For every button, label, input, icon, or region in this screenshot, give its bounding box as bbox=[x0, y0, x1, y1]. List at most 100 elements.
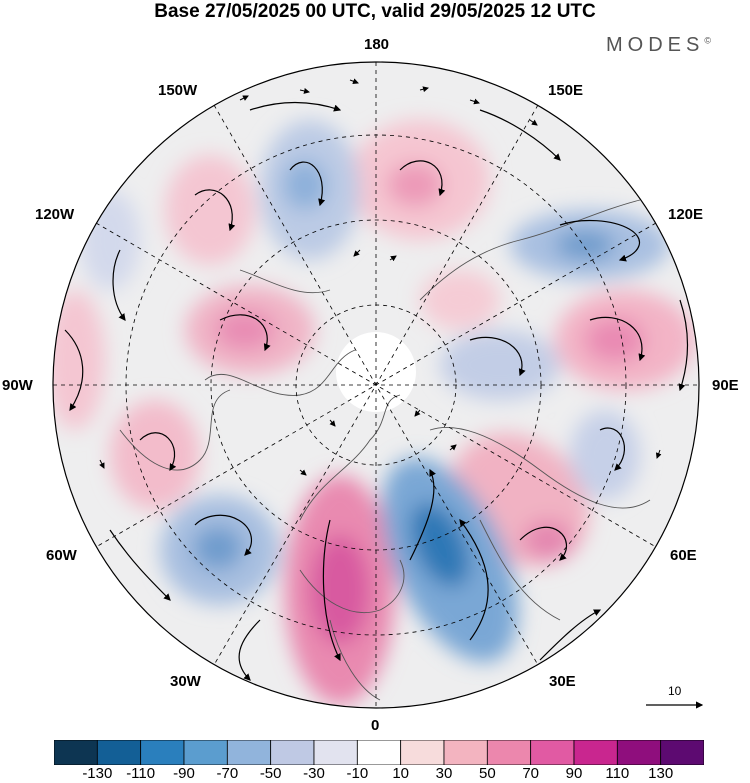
streamline bbox=[469, 336, 526, 377]
colorbar-tick-label: 30 bbox=[435, 765, 453, 782]
colorbar-swatch bbox=[313, 740, 358, 765]
streamline bbox=[559, 219, 641, 262]
anomaly-negative-lobe bbox=[283, 160, 327, 210]
lon-label-150e: 150E bbox=[548, 82, 584, 99]
streamline bbox=[139, 432, 177, 472]
colorbar bbox=[54, 740, 704, 765]
colorbar-swatch bbox=[226, 740, 272, 765]
colorbar-swatch bbox=[140, 740, 185, 765]
lon-label-150w: 150W bbox=[158, 82, 198, 99]
wind-vector bbox=[389, 255, 397, 262]
lon-label-90w: 90W bbox=[2, 377, 33, 394]
streamline bbox=[112, 249, 126, 321]
anomaly-negative-lobe bbox=[440, 330, 560, 400]
wind-vector bbox=[329, 419, 336, 427]
streamline bbox=[64, 329, 84, 411]
anomaly-negative-lobe bbox=[555, 230, 615, 260]
pole-region bbox=[336, 332, 416, 412]
colorbar-swatch bbox=[660, 740, 704, 765]
anomaly-field bbox=[53, 62, 699, 708]
copyright-mark: © bbox=[704, 35, 711, 46]
lon-label-0: 0 bbox=[371, 717, 380, 734]
wind-streamlines bbox=[64, 101, 689, 681]
anomaly-positive-lobe bbox=[215, 310, 275, 350]
map-boundary bbox=[52, 61, 700, 709]
colorbar-swatch bbox=[270, 740, 315, 765]
anomaly-positive-lobe bbox=[53, 290, 105, 430]
graticule bbox=[53, 62, 699, 708]
streamline bbox=[589, 316, 646, 362]
lon-label-30e: 30E bbox=[549, 673, 576, 690]
streamline bbox=[678, 299, 689, 392]
wind-vector bbox=[353, 249, 361, 257]
streamline bbox=[322, 519, 341, 662]
anomaly-positive-lobe bbox=[110, 400, 200, 510]
lon-label-60w: 60W bbox=[46, 547, 77, 564]
wind-vector bbox=[349, 78, 359, 85]
wind-vector bbox=[239, 95, 249, 101]
anomaly-positive-lobe bbox=[165, 155, 255, 265]
anomaly-negative-lobe bbox=[80, 190, 140, 290]
wind-vector bbox=[419, 86, 429, 93]
colorbar-tick-label: 90 bbox=[565, 765, 583, 782]
streamline bbox=[109, 529, 171, 601]
anomaly-positive-lobe bbox=[310, 535, 370, 645]
vector-reference-label: 10 bbox=[668, 684, 682, 698]
streamline bbox=[479, 109, 561, 161]
anomaly-negative-lobe bbox=[193, 526, 243, 570]
anomaly-negative-lobe bbox=[410, 502, 470, 588]
wind-vector bbox=[169, 124, 178, 131]
wind-vector bbox=[299, 469, 307, 476]
lon-label-90e: 90E bbox=[712, 377, 739, 394]
streamline bbox=[238, 619, 261, 681]
colorbar-swatch bbox=[96, 740, 142, 765]
lon-label-30w: 30W bbox=[170, 673, 201, 690]
colorbar-tick-label: -30 bbox=[303, 765, 325, 782]
polar-map bbox=[52, 61, 704, 709]
wind-vector bbox=[469, 98, 480, 105]
streamline bbox=[519, 526, 567, 561]
brand-name: MODES bbox=[606, 34, 705, 56]
colorbar-swatch bbox=[183, 740, 228, 765]
colorbar-swatch bbox=[443, 740, 488, 765]
streamline bbox=[459, 519, 489, 641]
lon-label-120e: 120E bbox=[668, 206, 704, 223]
chart-title: Base 27/05/2025 00 UTC, valid 29/05/2025… bbox=[154, 1, 596, 22]
colorbar-tick-label: -50 bbox=[259, 765, 282, 782]
colorbar-swatch bbox=[530, 740, 575, 765]
lon-label-60e: 60E bbox=[670, 547, 697, 564]
colorbar-tick-label: -10 bbox=[346, 765, 369, 782]
streamline bbox=[249, 101, 342, 112]
streamline bbox=[409, 468, 436, 561]
streamline bbox=[289, 161, 326, 207]
colorbar-tick-label: 110 bbox=[605, 765, 630, 782]
streamline bbox=[399, 160, 446, 197]
streamline bbox=[539, 609, 602, 661]
anomaly-positive-lobe bbox=[585, 318, 645, 362]
colorbar-tick-label: 50 bbox=[478, 765, 496, 782]
colorbar-tick-label: -130 bbox=[82, 765, 113, 782]
colorbar-swatch bbox=[616, 740, 662, 765]
wind-vector bbox=[655, 449, 662, 459]
colorbar-tick-label: 70 bbox=[522, 765, 539, 782]
colorbar-tick-label: -90 bbox=[173, 765, 195, 782]
wind-vector bbox=[414, 409, 421, 417]
colorbar-swatch bbox=[356, 740, 402, 765]
streamline bbox=[599, 427, 625, 471]
streamline bbox=[219, 314, 271, 352]
colorbar-tick-label: -70 bbox=[216, 765, 239, 782]
wind-vector bbox=[299, 87, 310, 94]
wind-vector bbox=[599, 139, 608, 146]
streamline bbox=[194, 514, 252, 556]
wind-vector bbox=[449, 444, 457, 451]
anomaly-positive-lobe bbox=[387, 163, 443, 207]
lon-label-120w: 120W bbox=[35, 206, 75, 223]
anomaly-positive-lobe bbox=[420, 270, 500, 330]
anomaly-negative-lobe bbox=[570, 410, 640, 500]
colorbar-swatch bbox=[54, 740, 98, 765]
colorbar-tick-label: 130 bbox=[648, 765, 674, 782]
wind-vector bbox=[99, 459, 105, 469]
colorbar-tick-label: -110 bbox=[126, 765, 156, 782]
colorbar-tick-label: 10 bbox=[392, 765, 409, 782]
lon-label-180: 180 bbox=[364, 36, 390, 53]
